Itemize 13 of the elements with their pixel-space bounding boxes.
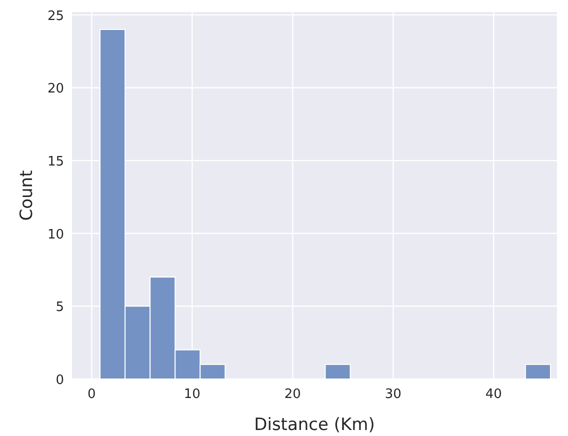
y-tick-label: 20	[47, 82, 64, 97]
y-tick-label: 25	[47, 8, 64, 24]
y-tick-label: 10	[47, 227, 64, 242]
x-tick-label: 10	[184, 387, 200, 402]
y-axis-title: Count	[17, 170, 37, 221]
x-axis-title: Distance (Km)	[254, 415, 375, 435]
x-tick-label: 30	[384, 387, 402, 402]
x-tick-label: 0	[88, 387, 96, 402]
x-tick-label: 20	[284, 387, 301, 402]
y-tick-label: 0	[56, 373, 64, 388]
y-tick-label: 15	[47, 154, 64, 170]
y-tick-label: 5	[56, 300, 64, 316]
x-tick-label: 40	[485, 387, 502, 402]
